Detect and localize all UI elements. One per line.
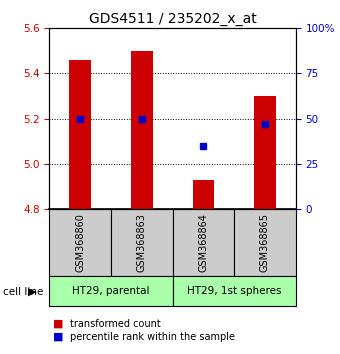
- Bar: [254, 96, 276, 209]
- Bar: [173, 209, 234, 276]
- Text: ▶: ▶: [28, 287, 36, 297]
- Bar: [111, 209, 173, 276]
- Text: HT29, parental: HT29, parental: [72, 286, 150, 296]
- Text: GSM368860: GSM368860: [75, 213, 85, 272]
- Text: GSM368863: GSM368863: [137, 213, 147, 272]
- Bar: [173, 276, 296, 306]
- Bar: [234, 209, 296, 276]
- Text: transformed count: transformed count: [70, 319, 160, 329]
- Bar: [49, 276, 173, 306]
- Bar: [69, 60, 91, 209]
- Bar: [49, 209, 111, 276]
- Text: cell line: cell line: [3, 287, 44, 297]
- Bar: [131, 51, 153, 209]
- Text: GSM368865: GSM368865: [260, 213, 270, 272]
- Bar: [192, 179, 214, 209]
- Text: HT29, 1st spheres: HT29, 1st spheres: [187, 286, 282, 296]
- Title: GDS4511 / 235202_x_at: GDS4511 / 235202_x_at: [89, 12, 256, 26]
- Text: GSM368864: GSM368864: [198, 213, 208, 272]
- Text: percentile rank within the sample: percentile rank within the sample: [70, 332, 235, 342]
- Text: ■: ■: [53, 332, 63, 342]
- Text: ■: ■: [53, 319, 63, 329]
